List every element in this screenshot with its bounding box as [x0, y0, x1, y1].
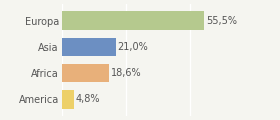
Bar: [62, 11, 204, 30]
Text: 21,0%: 21,0%: [118, 42, 148, 52]
Bar: [62, 90, 74, 109]
Bar: [62, 38, 115, 56]
Text: 55,5%: 55,5%: [206, 16, 237, 26]
Bar: [62, 64, 109, 82]
Text: 4,8%: 4,8%: [76, 94, 101, 104]
Text: 18,6%: 18,6%: [111, 68, 142, 78]
